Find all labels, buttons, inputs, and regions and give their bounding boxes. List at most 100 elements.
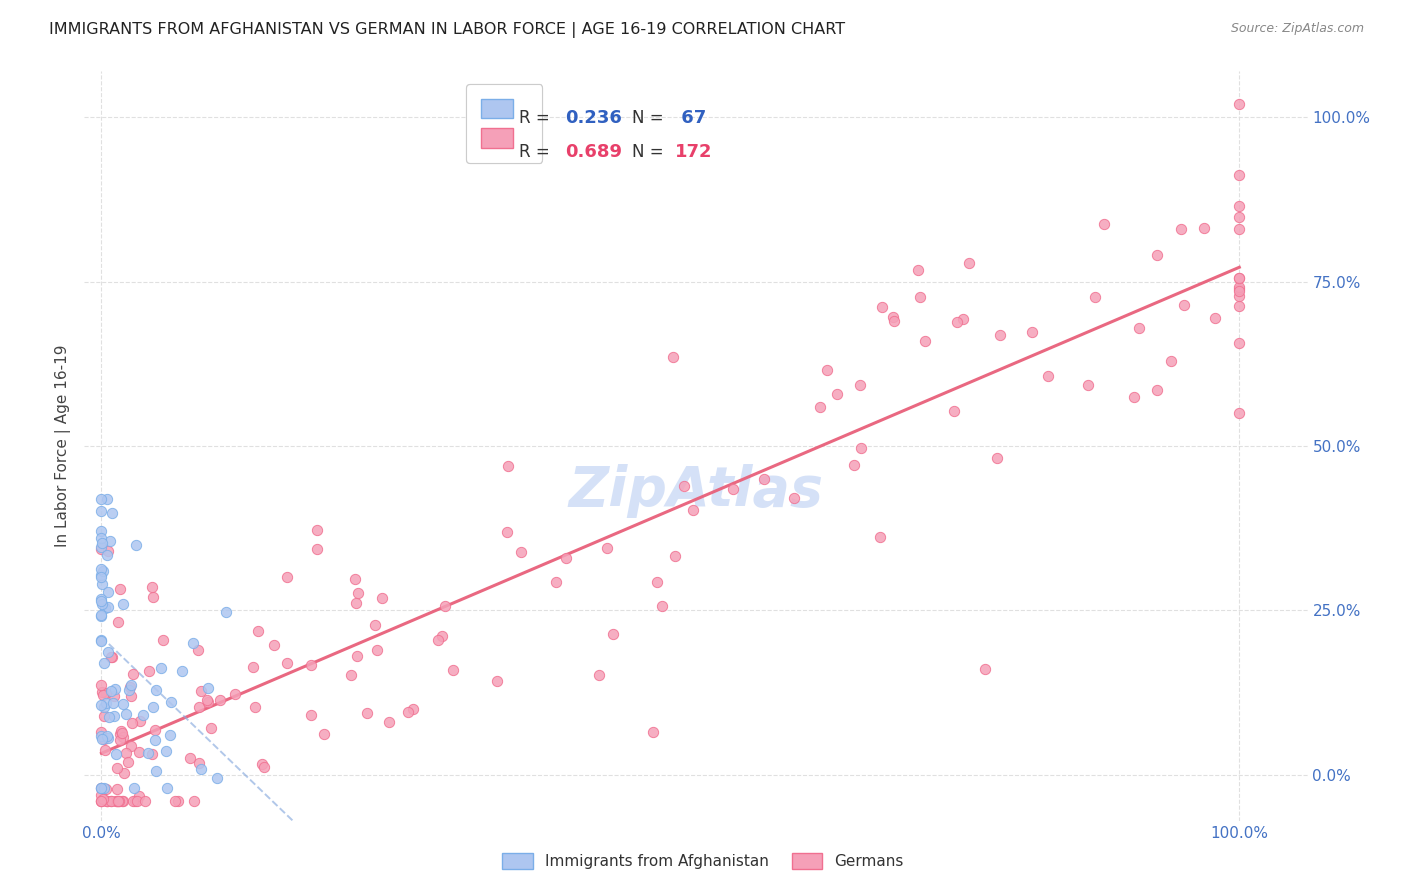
Point bbox=[366, 643, 388, 657]
Point bbox=[1128, 321, 1150, 335]
Point bbox=[441, 663, 464, 677]
Point bbox=[100, 650, 122, 665]
Point bbox=[110, 582, 132, 596]
Point bbox=[100, 794, 122, 808]
Point bbox=[96, 730, 118, 744]
Point bbox=[91, 577, 114, 591]
Point bbox=[343, 573, 366, 587]
Point bbox=[120, 739, 142, 753]
Point bbox=[105, 794, 128, 808]
Point bbox=[93, 780, 115, 795]
Point bbox=[495, 524, 517, 539]
Point bbox=[94, 696, 117, 710]
Point bbox=[96, 686, 118, 700]
Point bbox=[97, 710, 120, 724]
Text: N =: N = bbox=[633, 109, 669, 127]
Point bbox=[825, 386, 848, 401]
Text: IMMIGRANTS FROM AFGHANISTAN VS GERMAN IN LABOR FORCE | AGE 16-19 CORRELATION CHA: IMMIGRANTS FROM AFGHANISTAN VS GERMAN IN… bbox=[49, 22, 845, 38]
Point bbox=[120, 680, 142, 694]
Point bbox=[914, 334, 936, 349]
Point bbox=[883, 314, 905, 328]
Point bbox=[848, 378, 870, 392]
Point bbox=[252, 757, 274, 772]
Point bbox=[988, 328, 1011, 343]
Point bbox=[128, 746, 150, 760]
Point bbox=[187, 643, 209, 657]
Point bbox=[844, 458, 866, 472]
Point bbox=[165, 794, 187, 808]
Point bbox=[111, 794, 134, 808]
Point bbox=[145, 764, 167, 778]
Point bbox=[662, 350, 685, 364]
Point bbox=[952, 311, 974, 326]
Point bbox=[973, 663, 995, 677]
Point bbox=[121, 715, 143, 730]
Point bbox=[141, 580, 163, 594]
Point bbox=[96, 781, 118, 796]
Point bbox=[307, 541, 329, 556]
Point bbox=[94, 743, 117, 757]
Point bbox=[159, 728, 181, 742]
Point bbox=[200, 721, 222, 735]
Point bbox=[160, 695, 183, 709]
Point bbox=[183, 794, 205, 808]
Point bbox=[946, 315, 969, 329]
Point bbox=[364, 618, 387, 632]
Point bbox=[96, 794, 118, 808]
Point bbox=[90, 725, 112, 739]
Point bbox=[253, 759, 276, 773]
Point bbox=[104, 681, 127, 696]
Point bbox=[107, 615, 129, 629]
Point bbox=[125, 538, 148, 552]
Point bbox=[986, 451, 1008, 466]
Point bbox=[1194, 221, 1216, 235]
Point bbox=[105, 794, 128, 808]
Point bbox=[142, 700, 165, 714]
Point bbox=[645, 574, 668, 589]
Point bbox=[100, 794, 122, 808]
Text: 67: 67 bbox=[675, 109, 706, 127]
Point bbox=[105, 761, 128, 775]
Point bbox=[138, 665, 160, 679]
Point bbox=[943, 404, 966, 418]
Point bbox=[1227, 299, 1250, 313]
Point bbox=[97, 585, 120, 599]
Point bbox=[120, 689, 142, 703]
Point bbox=[1146, 383, 1168, 397]
Point bbox=[1092, 217, 1115, 231]
Point bbox=[486, 673, 509, 688]
Point bbox=[91, 564, 114, 578]
Point bbox=[882, 310, 904, 324]
Point bbox=[112, 730, 135, 744]
Point bbox=[869, 530, 891, 544]
Point bbox=[1227, 289, 1250, 303]
Point bbox=[197, 695, 219, 709]
Point bbox=[90, 541, 112, 556]
Point bbox=[1204, 311, 1226, 326]
Point bbox=[90, 524, 112, 538]
Point bbox=[91, 792, 114, 806]
Point bbox=[98, 533, 121, 548]
Point bbox=[276, 657, 298, 671]
Point bbox=[371, 591, 394, 605]
Point bbox=[957, 256, 980, 270]
Point bbox=[142, 590, 165, 604]
Point bbox=[299, 658, 322, 673]
Point bbox=[150, 660, 173, 674]
Point bbox=[108, 794, 131, 808]
Point bbox=[96, 491, 118, 506]
Point bbox=[145, 683, 167, 698]
Point bbox=[93, 699, 115, 714]
Point bbox=[90, 780, 112, 795]
Point bbox=[312, 727, 335, 741]
Point bbox=[190, 683, 212, 698]
Point bbox=[396, 705, 419, 719]
Text: R =: R = bbox=[519, 143, 554, 161]
Text: 172: 172 bbox=[675, 143, 713, 161]
Point bbox=[107, 794, 129, 808]
Point bbox=[90, 608, 112, 623]
Point bbox=[651, 599, 673, 613]
Point bbox=[815, 362, 838, 376]
Point bbox=[808, 400, 831, 414]
Point bbox=[129, 714, 152, 728]
